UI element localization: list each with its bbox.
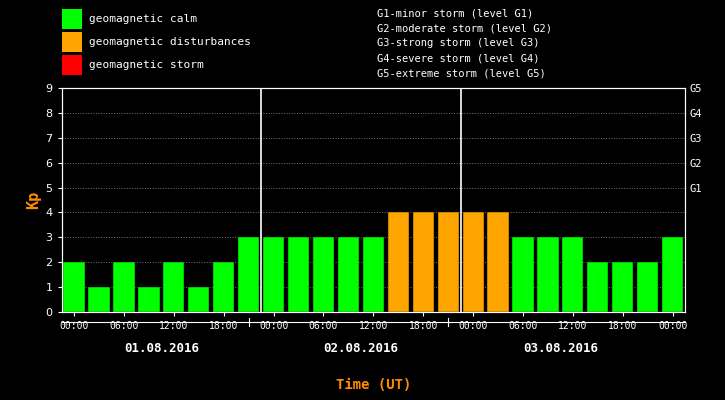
Text: Time (UT): Time (UT) <box>336 378 411 392</box>
Bar <box>313 237 334 312</box>
Text: 01.08.2016: 01.08.2016 <box>124 342 199 355</box>
Bar <box>487 212 509 312</box>
Text: geomagnetic disturbances: geomagnetic disturbances <box>89 37 251 47</box>
Bar <box>513 237 534 312</box>
Text: geomagnetic calm: geomagnetic calm <box>89 14 197 24</box>
Text: G2-moderate storm (level G2): G2-moderate storm (level G2) <box>377 23 552 33</box>
Bar <box>637 262 658 312</box>
Bar <box>662 237 683 312</box>
Bar <box>188 287 210 312</box>
Text: G3-strong storm (level G3): G3-strong storm (level G3) <box>377 38 539 48</box>
Bar <box>563 237 584 312</box>
Bar <box>413 212 434 312</box>
Text: 02.08.2016: 02.08.2016 <box>323 342 399 355</box>
Bar <box>213 262 234 312</box>
Bar <box>288 237 309 312</box>
Bar <box>338 237 359 312</box>
Bar <box>463 212 484 312</box>
Text: 03.08.2016: 03.08.2016 <box>523 342 598 355</box>
Bar <box>438 212 459 312</box>
Text: G4-severe storm (level G4): G4-severe storm (level G4) <box>377 53 539 63</box>
Y-axis label: Kp: Kp <box>26 191 41 209</box>
Text: G1-minor storm (level G1): G1-minor storm (level G1) <box>377 8 534 18</box>
Bar <box>238 237 260 312</box>
Bar <box>362 237 384 312</box>
Text: G5-extreme storm (level G5): G5-extreme storm (level G5) <box>377 68 546 78</box>
Bar <box>163 262 184 312</box>
Bar <box>113 262 135 312</box>
Bar <box>138 287 160 312</box>
Text: geomagnetic storm: geomagnetic storm <box>89 60 204 70</box>
Bar <box>263 237 284 312</box>
Bar <box>388 212 409 312</box>
Bar <box>612 262 634 312</box>
Bar <box>88 287 109 312</box>
Bar <box>587 262 608 312</box>
Bar <box>64 262 85 312</box>
Bar <box>537 237 558 312</box>
